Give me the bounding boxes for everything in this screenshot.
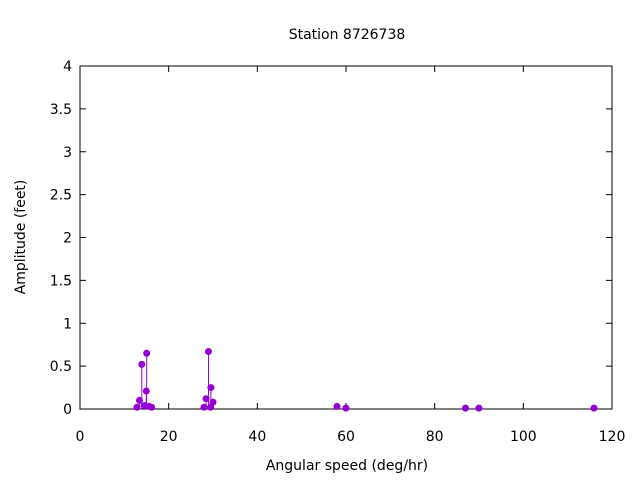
data-point <box>209 398 217 406</box>
y-tick-label: 0 <box>63 402 72 418</box>
plot-frame <box>79 65 613 410</box>
y-tick-label: 2.5 <box>50 188 72 204</box>
data-point <box>342 404 350 412</box>
x-tick-label: 0 <box>76 429 85 445</box>
data-point <box>590 404 598 412</box>
y-tick-label: 0.5 <box>50 359 72 375</box>
plot-border <box>79 65 613 410</box>
x-tick-label: 120 <box>599 429 626 445</box>
y-axis-label: Amplitude (feet) <box>13 180 29 295</box>
x-tick-label: 100 <box>510 429 537 445</box>
data-marks <box>133 348 598 412</box>
y-tick-label: 3.5 <box>50 102 72 118</box>
data-point <box>202 395 210 403</box>
x-axis-label: Angular speed (deg/hr) <box>266 458 428 474</box>
data-point <box>133 403 141 411</box>
chart-title: Station 8726738 <box>289 27 406 43</box>
x-tick-label: 20 <box>160 429 178 445</box>
x-tick-label: 40 <box>248 429 266 445</box>
data-point <box>461 404 469 412</box>
data-point <box>333 402 341 410</box>
y-tick-label: 3 <box>63 145 72 161</box>
data-point <box>148 403 156 411</box>
data-point <box>143 349 151 357</box>
data-point <box>207 384 215 392</box>
x-tick-label: 80 <box>426 429 444 445</box>
y-tick-label: 1.5 <box>50 273 72 289</box>
x-axis-ticks: 0 20 40 60 80 100 120 <box>76 66 626 445</box>
data-point <box>135 396 143 404</box>
y-axis-ticks: 0 0.5 1 1.5 2 2.5 3 3.5 4 <box>50 59 612 418</box>
data-point <box>475 404 483 412</box>
y-tick-label: 2 <box>63 231 72 247</box>
data-point <box>204 348 212 356</box>
y-tick-label: 1 <box>63 316 72 332</box>
x-tick-label: 60 <box>337 429 355 445</box>
y-tick-label: 4 <box>63 59 72 75</box>
data-point <box>138 360 146 368</box>
